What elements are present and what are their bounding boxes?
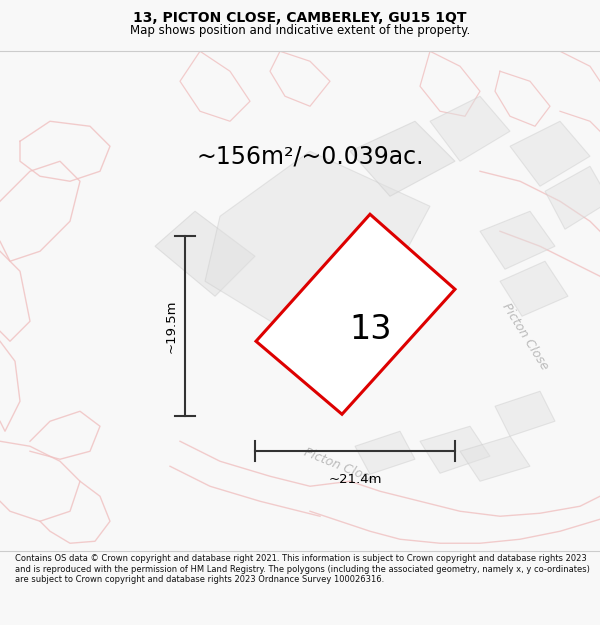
Text: ~21.4m: ~21.4m	[328, 473, 382, 486]
Polygon shape	[545, 166, 600, 229]
Polygon shape	[350, 121, 455, 196]
Text: 13: 13	[349, 313, 392, 346]
Text: Picton Close: Picton Close	[499, 301, 551, 372]
Polygon shape	[510, 121, 590, 186]
Polygon shape	[495, 391, 555, 436]
Text: Picton Close: Picton Close	[302, 446, 378, 487]
Text: 13, PICTON CLOSE, CAMBERLEY, GU15 1QT: 13, PICTON CLOSE, CAMBERLEY, GU15 1QT	[133, 11, 467, 25]
Text: Contains OS data © Crown copyright and database right 2021. This information is : Contains OS data © Crown copyright and d…	[15, 554, 590, 584]
Polygon shape	[355, 431, 415, 474]
Polygon shape	[460, 436, 530, 481]
Polygon shape	[205, 151, 430, 336]
Text: ~19.5m: ~19.5m	[164, 299, 178, 353]
Text: Map shows position and indicative extent of the property.: Map shows position and indicative extent…	[130, 24, 470, 37]
Polygon shape	[480, 211, 555, 269]
Polygon shape	[420, 426, 490, 473]
Polygon shape	[256, 214, 455, 414]
Polygon shape	[155, 211, 255, 296]
Text: ~156m²/~0.039ac.: ~156m²/~0.039ac.	[196, 144, 424, 168]
Polygon shape	[500, 261, 568, 316]
Polygon shape	[430, 96, 510, 161]
